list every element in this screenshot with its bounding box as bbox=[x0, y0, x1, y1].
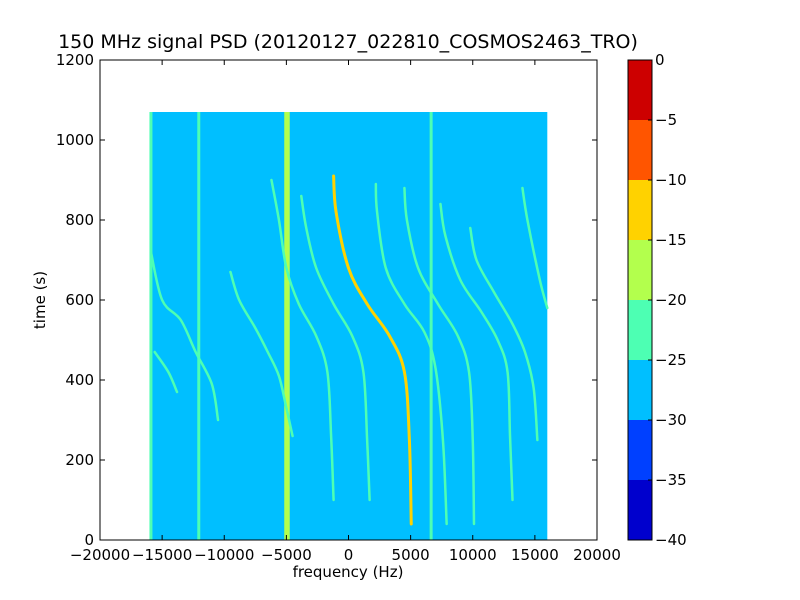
y-tick-label: 400 bbox=[65, 371, 94, 389]
colorbar-tick-label: −30 bbox=[655, 411, 687, 429]
colorbar-band-0 bbox=[628, 480, 652, 540]
y-tick-label: 1200 bbox=[56, 51, 94, 69]
colorbar-band-6 bbox=[628, 120, 652, 180]
colorbar-band-3 bbox=[628, 300, 652, 360]
x-tick-label: −10000 bbox=[194, 546, 254, 564]
colorbar-band-1 bbox=[628, 420, 652, 480]
doppler-trace-8 bbox=[439, 202, 514, 502]
heatmap-background bbox=[149, 112, 548, 540]
y-tick-label: 600 bbox=[65, 291, 94, 309]
y-tick-label: 800 bbox=[65, 211, 94, 229]
colorbar-tick-label: −40 bbox=[655, 531, 687, 549]
x-tick-label: −5000 bbox=[261, 546, 312, 564]
y-tick-label: 0 bbox=[84, 531, 94, 549]
colorbar-tick-label: 0 bbox=[655, 51, 665, 69]
colorbar-band-7 bbox=[628, 60, 652, 120]
x-tick-label: −20000 bbox=[70, 546, 130, 564]
colorbar-tick-label: −5 bbox=[655, 111, 677, 129]
colorbar-band-5 bbox=[628, 180, 652, 240]
doppler-trace-7 bbox=[403, 186, 476, 526]
colorbar-tick-label: −25 bbox=[655, 351, 687, 369]
doppler-trace-2 bbox=[229, 270, 294, 438]
doppler-trace-4 bbox=[300, 194, 371, 502]
doppler-trace-5 bbox=[332, 174, 413, 526]
doppler-trace-9 bbox=[469, 226, 539, 442]
colorbar: 0 −5 −10 −15 −20 −25 −30 −35 −40 bbox=[627, 51, 687, 549]
heatmap-image bbox=[149, 112, 549, 540]
x-axis-label: frequency (Hz) bbox=[293, 563, 404, 581]
y-axis: 0 200 400 600 800 1000 1200 bbox=[56, 51, 597, 549]
colorbar-tick-label: −10 bbox=[655, 171, 687, 189]
colorbar-tick-label: −35 bbox=[655, 471, 687, 489]
chart-title: 150 MHz signal PSD (20120127_022810_COSM… bbox=[58, 31, 638, 53]
x-tick-label: 15000 bbox=[511, 546, 559, 564]
colorbar-band-2 bbox=[628, 360, 652, 420]
doppler-trace-0 bbox=[153, 350, 179, 394]
x-tick-label: 0 bbox=[344, 546, 354, 564]
colorbar-tick-label: −20 bbox=[655, 291, 687, 309]
doppler-trace-6 bbox=[374, 182, 448, 526]
doppler-trace-3 bbox=[270, 178, 335, 502]
x-tick-label: 20000 bbox=[573, 546, 621, 564]
doppler-trace-10 bbox=[521, 186, 549, 310]
x-tick-label: 10000 bbox=[449, 546, 497, 564]
colorbar-tick-label: −15 bbox=[655, 231, 687, 249]
x-axis: −20000 −15000 −10000 −5000 0 5000 10000 15000 20… bbox=[70, 60, 621, 564]
doppler-trace-1 bbox=[149, 250, 220, 422]
y-tick-label: 1000 bbox=[56, 131, 94, 149]
x-tick-label: 5000 bbox=[392, 546, 430, 564]
y-tick-label: 200 bbox=[65, 451, 94, 469]
y-axis-label: time (s) bbox=[31, 271, 49, 329]
colorbar-band-4 bbox=[628, 240, 652, 300]
x-tick-label: −15000 bbox=[132, 546, 192, 564]
plot-area bbox=[99, 59, 598, 541]
